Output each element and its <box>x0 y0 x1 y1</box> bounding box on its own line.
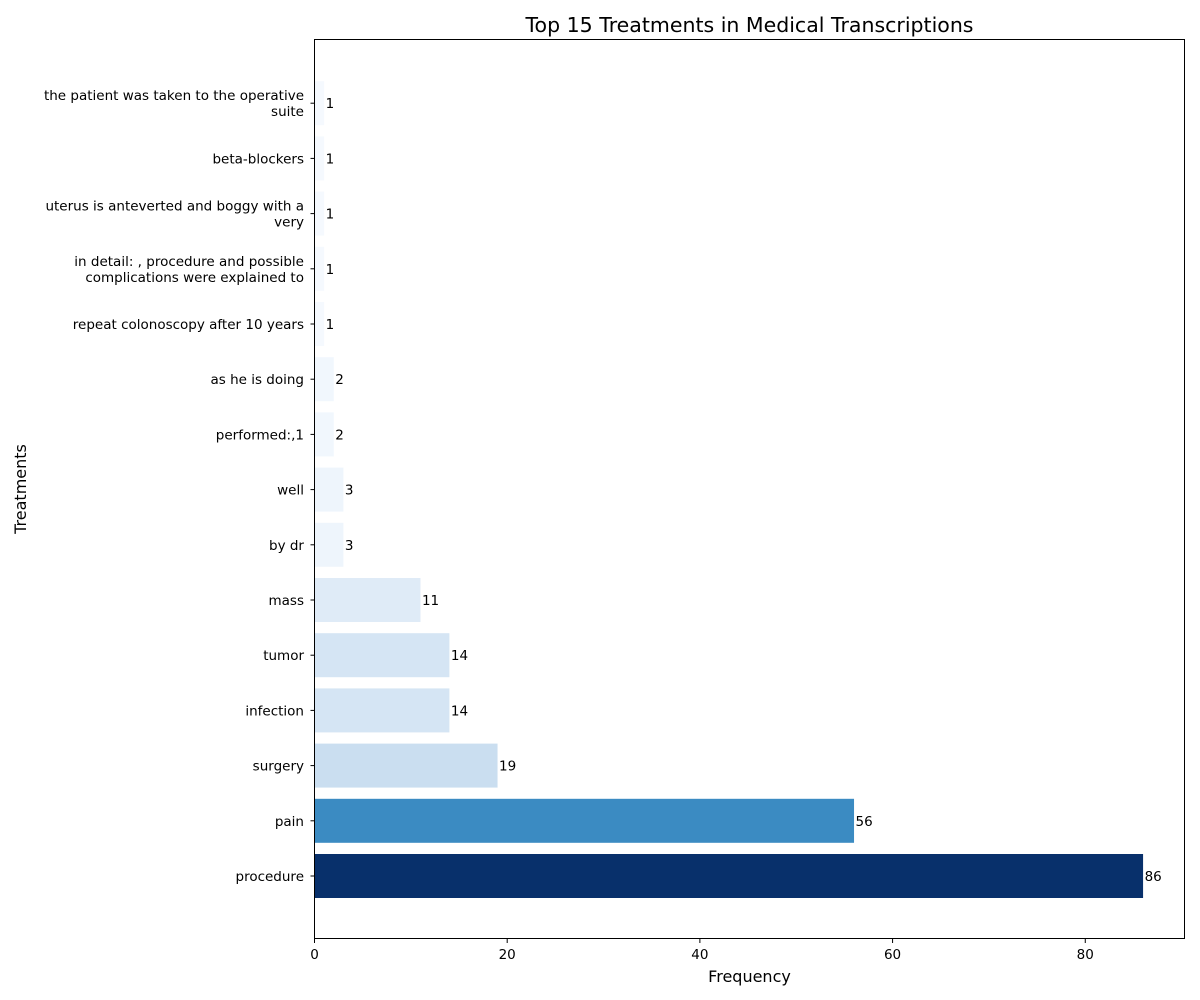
x-tick-label: 0 <box>310 947 319 963</box>
x-ticks-group: 0 20 40 60 80 <box>310 938 1094 963</box>
data-label: 3 <box>345 538 354 554</box>
data-label: 14 <box>451 648 468 664</box>
data-label: 2 <box>335 372 344 388</box>
chart-title: Top 15 Treatments in Medical Transcripti… <box>524 13 973 37</box>
data-label: 11 <box>422 593 439 609</box>
x-axis-label: Frequency <box>708 967 791 986</box>
category-label: procedure <box>236 869 305 885</box>
bar-2 <box>314 743 498 788</box>
data-label: 1 <box>326 262 335 278</box>
category-label: beta-blockers <box>212 151 304 167</box>
bar-7 <box>314 467 344 512</box>
category-label: uterus is anteverted and boggy with a ver… <box>45 199 304 231</box>
category-label: infection <box>245 703 304 719</box>
bar-0 <box>314 854 1144 898</box>
category-label: pain <box>275 814 304 830</box>
x-tick-label: 80 <box>1077 947 1094 963</box>
y-axis-label: Treatments <box>11 444 30 535</box>
category-label: well <box>277 483 304 499</box>
bar-11 <box>314 246 325 291</box>
bar-5 <box>314 578 421 622</box>
x-tick-label: 60 <box>884 947 901 963</box>
bar-1 <box>314 798 855 843</box>
data-label: 19 <box>499 759 516 775</box>
category-label: performed:,1 <box>216 427 304 443</box>
category-label: the patient was taken to the operative su… <box>44 88 304 120</box>
bar-9 <box>314 357 334 402</box>
data-label: 2 <box>335 427 344 443</box>
category-label: repeat colonoscopy after 10 years <box>73 317 304 333</box>
bar-13 <box>314 136 325 181</box>
data-label: 86 <box>1145 869 1162 885</box>
category-label: mass <box>269 593 305 609</box>
data-label: 3 <box>345 483 354 499</box>
data-label: 56 <box>856 814 873 830</box>
category-label: as he is doing <box>210 372 304 388</box>
category-label: tumor <box>263 648 304 664</box>
plot-area-frame <box>314 39 1185 939</box>
bar-3 <box>314 688 450 733</box>
bar-8 <box>314 412 334 457</box>
bar-4 <box>314 633 450 678</box>
x-tick-label: 40 <box>691 947 708 963</box>
category-label: surgery <box>253 759 304 775</box>
bar-10 <box>314 302 325 346</box>
category-label: in detail: , procedure and possible compl… <box>74 254 304 286</box>
data-label: 1 <box>326 96 335 112</box>
data-label: 1 <box>326 151 335 167</box>
data-label: 14 <box>451 703 468 719</box>
data-label: 1 <box>326 207 335 223</box>
bar-14 <box>314 81 325 126</box>
data-label: 1 <box>326 317 335 333</box>
category-labels-group: procedure pain surgery infection tumor mass by… <box>44 88 315 885</box>
bar-12 <box>314 191 325 236</box>
bar-6 <box>314 522 344 567</box>
bars-group <box>314 81 1144 898</box>
x-tick-label: 20 <box>499 947 516 963</box>
category-label: by dr <box>269 538 304 554</box>
